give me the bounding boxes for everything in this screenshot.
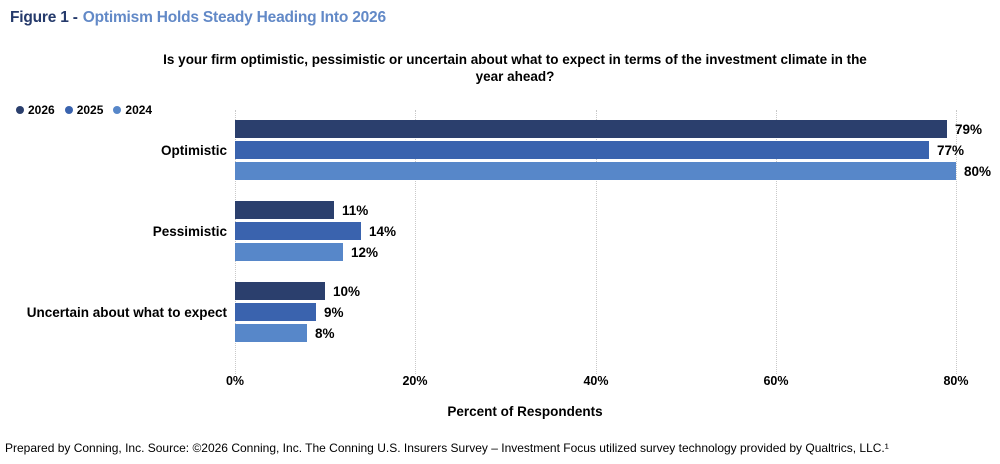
legend-item-2024: 2024	[113, 103, 152, 117]
bar-2026	[235, 282, 325, 300]
x-axis-label: Percent of Respondents	[447, 404, 603, 419]
bar-row: 79%	[235, 120, 982, 138]
bar-value-label: 80%	[964, 163, 992, 179]
bar-row: 77%	[235, 141, 964, 159]
x-tick-label: 80%	[943, 374, 969, 388]
bar-row: 10%	[235, 282, 956, 300]
bar-value-label: 14%	[369, 223, 397, 239]
gridline	[235, 110, 236, 374]
bar-row: 11%	[235, 201, 956, 219]
bar-2024	[235, 162, 956, 180]
bar-row: 12%	[235, 243, 956, 261]
gridline	[415, 110, 416, 374]
bar-chart: Optimistic 79% 77% 80% Pessimistic 11% 14% 12% U…	[0, 110, 1000, 374]
bar-2026	[235, 120, 947, 138]
bar-group: Pessimistic 11% 14% 12%	[0, 201, 1000, 261]
x-tick-label: 0%	[225, 374, 245, 388]
bar-row: 14%	[235, 222, 956, 240]
category-bars: 79% 77% 80%	[235, 120, 991, 180]
bar-group: Uncertain about what to expect 10% 9% 8%	[0, 282, 1000, 342]
legend-item-2025: 2025	[64, 103, 104, 117]
category-label: Uncertain about what to expect	[26, 304, 227, 320]
bar-value-label: 77%	[937, 142, 965, 158]
figure-header: Figure 1 - Optimism Holds Steady Heading …	[10, 9, 386, 27]
bar-2025	[235, 141, 929, 159]
bar-value-label: 9%	[324, 304, 344, 320]
category-label: Pessimistic	[152, 223, 227, 239]
chart-question-title: Is your firm optimistic, pessimistic or …	[163, 52, 867, 84]
figure-title: Optimism Holds Steady Heading Into 2026	[82, 9, 386, 26]
legend-label: 2024	[125, 103, 153, 117]
bar-value-label: 79%	[955, 121, 983, 137]
legend-item-2026: 2026	[16, 103, 55, 117]
bar-2025	[235, 222, 361, 240]
bar-value-label: 8%	[315, 325, 335, 341]
gridline	[956, 110, 957, 374]
gridline	[776, 110, 777, 374]
legend-label: 2025	[76, 103, 104, 117]
category-bars: 10% 9% 8%	[235, 282, 956, 342]
bar-group: Optimistic 79% 77% 80%	[0, 120, 1000, 180]
category-bars: 11% 14% 12%	[235, 201, 956, 261]
bar-groups: Optimistic 79% 77% 80% Pessimistic 11% 14% 12% U…	[0, 120, 1000, 363]
legend-dot-icon	[16, 106, 24, 114]
x-axis-ticks: 0% 20% 40% 60% 80%	[226, 374, 969, 390]
bar-2026	[235, 201, 334, 219]
bar-row: 9%	[235, 303, 956, 321]
legend-dot-icon	[113, 106, 122, 114]
x-tick-label: 60%	[763, 374, 789, 388]
plot-area	[235, 110, 957, 374]
legend-label: 2026	[28, 103, 55, 117]
bar-row: 8%	[235, 324, 956, 342]
bar-value-label: 12%	[351, 244, 379, 260]
bar-row: 80%	[235, 162, 991, 180]
bar-value-label: 10%	[333, 283, 361, 299]
legend-dot-icon	[64, 106, 73, 114]
gridline	[596, 110, 597, 374]
bar-2024	[235, 243, 343, 261]
bar-2024	[235, 324, 307, 342]
bar-2025	[235, 303, 316, 321]
legend: 2026 2025 2024	[16, 103, 152, 117]
figure-number-label: Figure 1 -	[10, 9, 78, 26]
source-attribution: Prepared by Conning, Inc. Source: ©2026 …	[5, 441, 889, 455]
bar-value-label: 11%	[342, 202, 369, 218]
x-tick-label: 20%	[402, 374, 428, 388]
category-label: Optimistic	[160, 142, 227, 158]
x-tick-label: 40%	[583, 374, 609, 388]
